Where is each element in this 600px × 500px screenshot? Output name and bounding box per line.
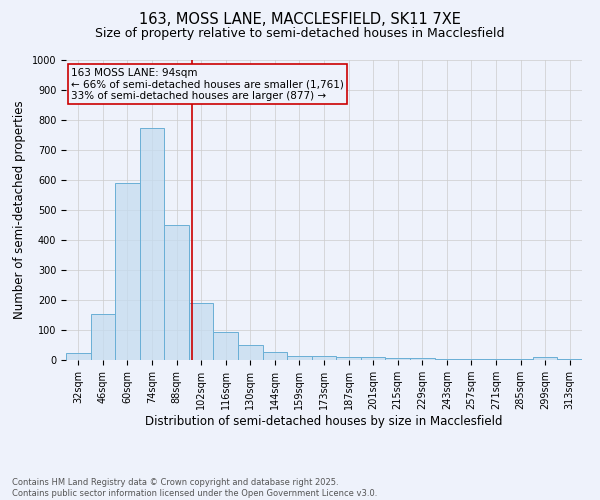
Bar (238, 345, 263, 360)
Bar (263, 352, 287, 360)
Bar (140, 128, 164, 360)
Bar (287, 356, 312, 360)
Bar (557, 358, 582, 360)
Bar (91, 314, 115, 360)
X-axis label: Distribution of semi-detached houses by size in Macclesfield: Distribution of semi-detached houses by … (145, 415, 503, 428)
Text: Size of property relative to semi-detached houses in Macclesfield: Size of property relative to semi-detach… (95, 28, 505, 40)
Text: 163 MOSS LANE: 94sqm
← 66% of semi-detached houses are smaller (1,761)
33% of se: 163 MOSS LANE: 94sqm ← 66% of semi-detac… (71, 68, 344, 100)
Bar (410, 358, 434, 360)
Bar (164, 225, 189, 360)
Bar (508, 359, 533, 360)
Text: Contains HM Land Registry data © Crown copyright and database right 2025.
Contai: Contains HM Land Registry data © Crown c… (12, 478, 377, 498)
Bar (459, 359, 484, 360)
Bar (434, 358, 459, 360)
Bar (214, 332, 238, 360)
Bar (312, 356, 336, 360)
Bar (385, 358, 410, 360)
Bar (189, 303, 214, 360)
Bar (66, 352, 91, 360)
Text: 163, MOSS LANE, MACCLESFIELD, SK11 7XE: 163, MOSS LANE, MACCLESFIELD, SK11 7XE (139, 12, 461, 28)
Bar (336, 357, 361, 360)
Bar (484, 358, 508, 360)
Y-axis label: Number of semi-detached properties: Number of semi-detached properties (13, 100, 26, 320)
Bar (533, 357, 557, 360)
Bar (115, 183, 140, 360)
Bar (361, 357, 385, 360)
